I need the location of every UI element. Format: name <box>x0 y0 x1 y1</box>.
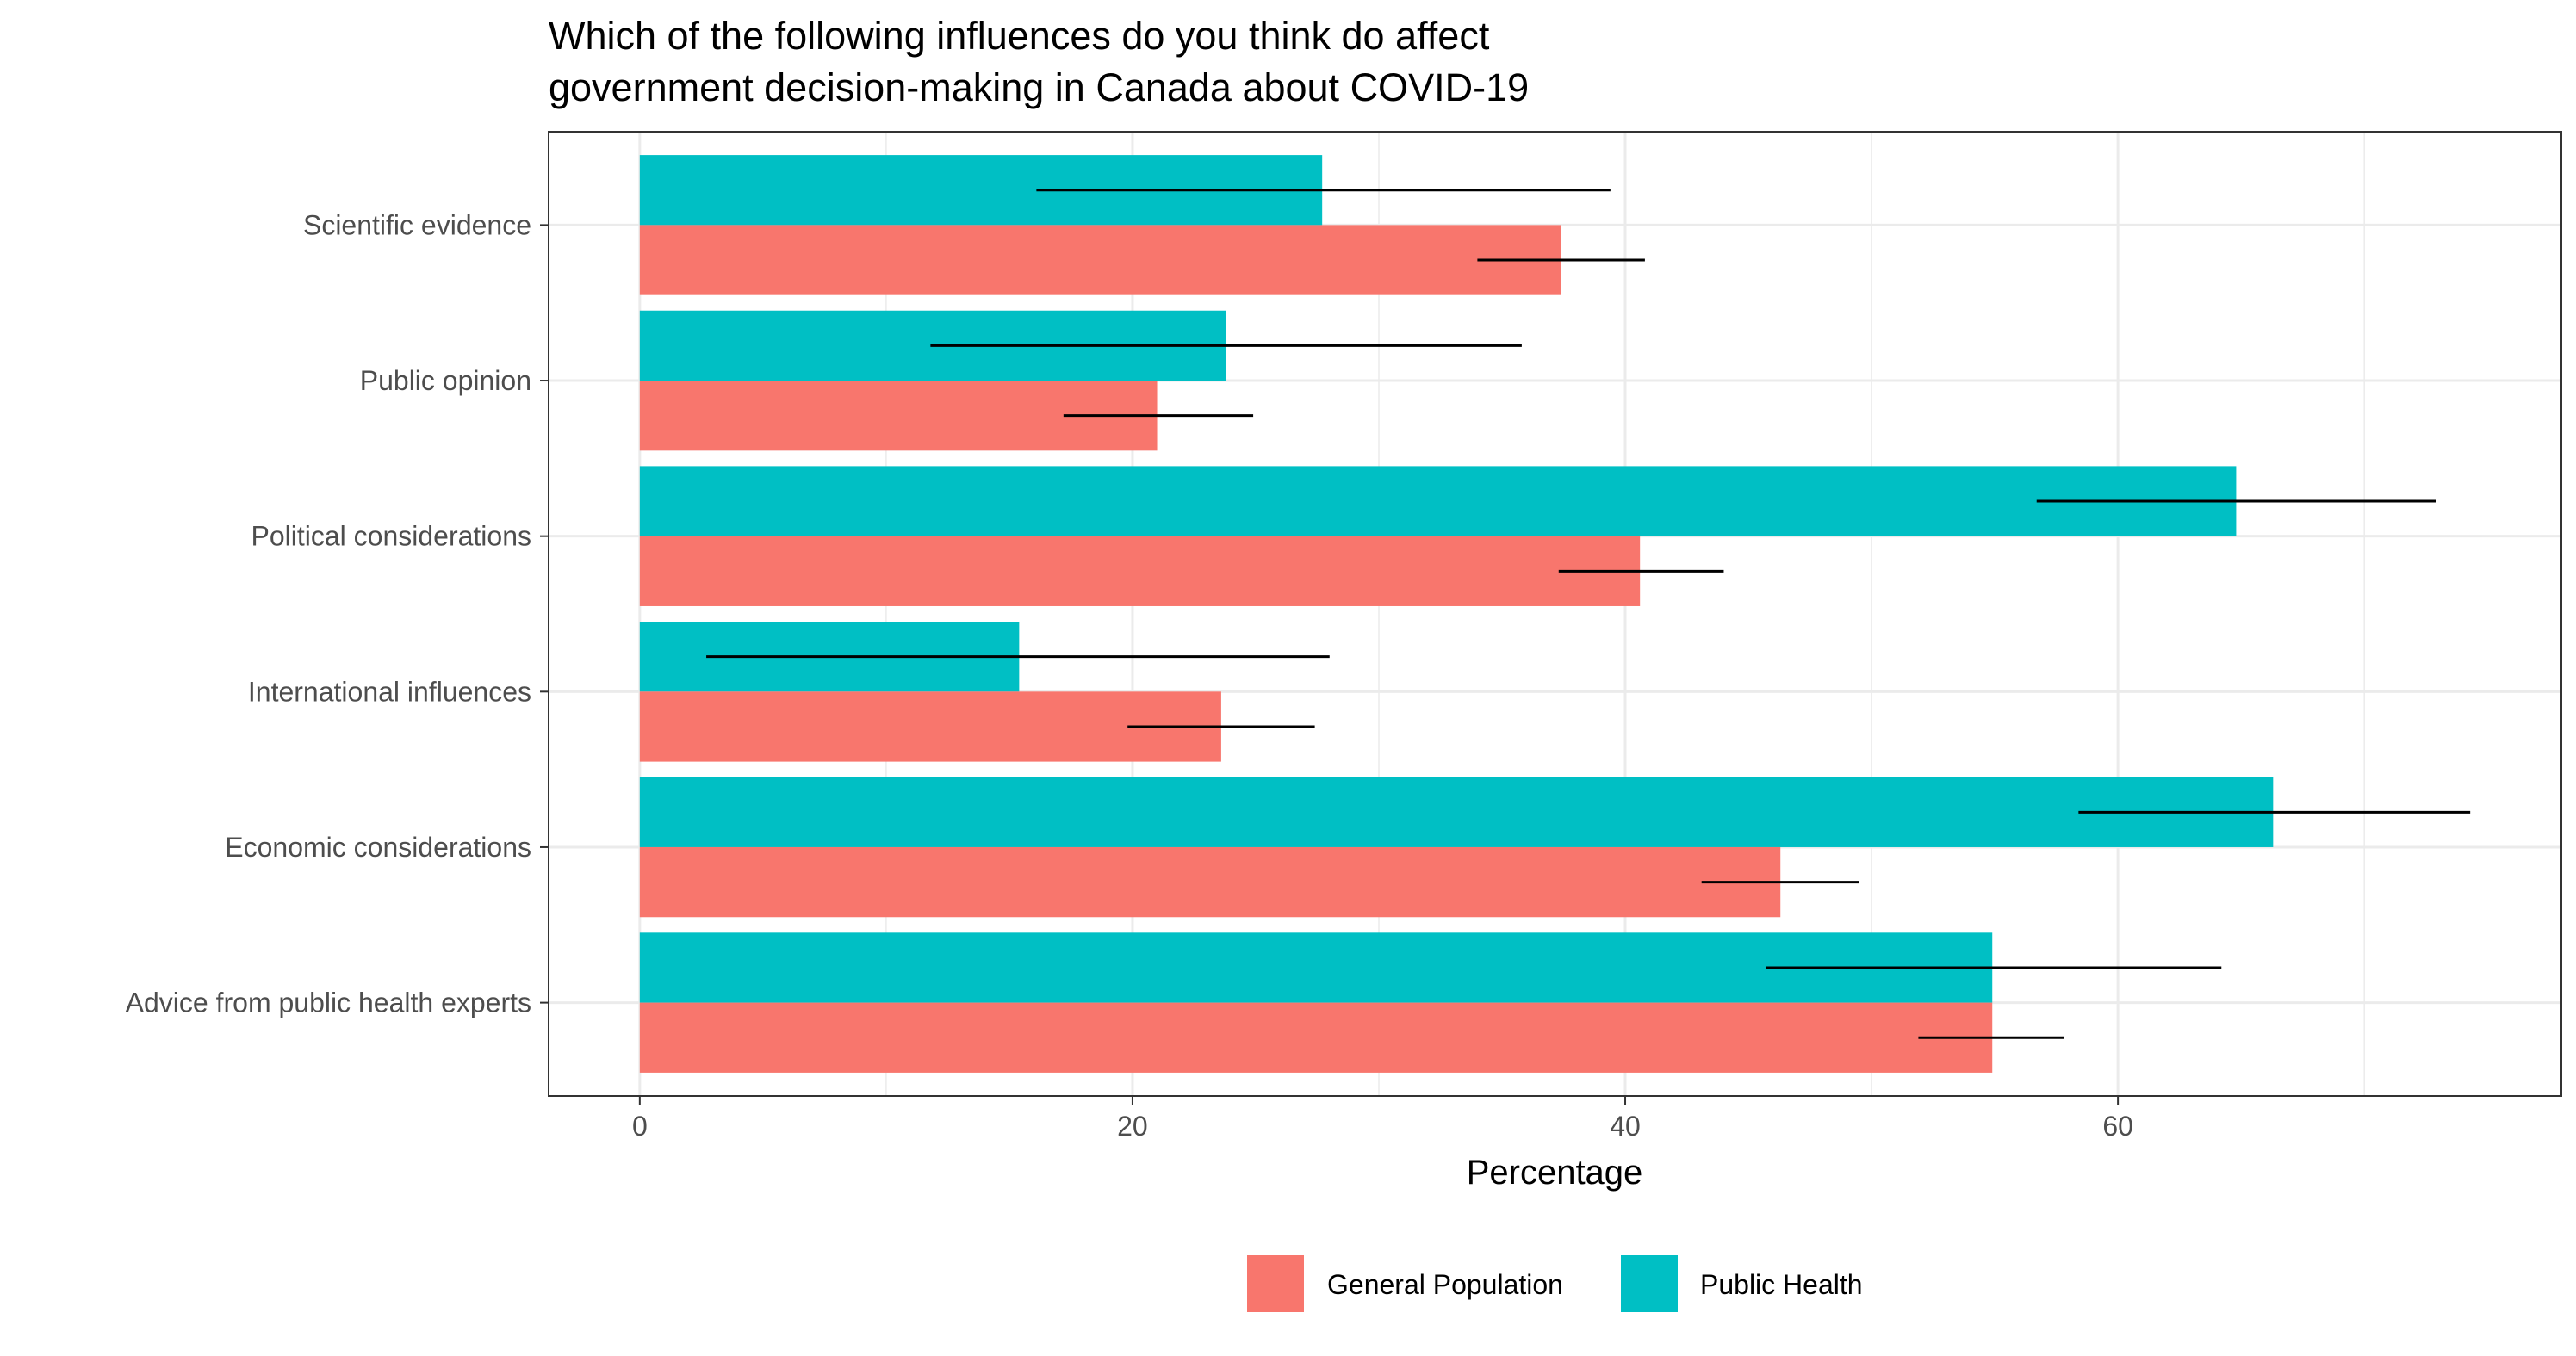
x-tick-label: 40 <box>1610 1111 1641 1142</box>
category-label: Political considerations <box>251 521 532 552</box>
bar-general-population <box>639 536 1641 606</box>
bar-public-health <box>639 466 2237 536</box>
legend-key <box>1621 1255 1678 1312</box>
legend-key <box>1247 1255 1304 1312</box>
bar-general-population <box>639 846 1781 918</box>
category-label: Public opinion <box>360 365 531 396</box>
plot-panel-border <box>548 131 2562 1097</box>
x-axis: 0 20 40 60 <box>632 1096 2133 1142</box>
x-axis-title: Percentage <box>1467 1154 1643 1192</box>
bar-general-population <box>639 225 1561 295</box>
category-label: Advice from public health experts <box>126 988 531 1019</box>
chart-title-line-1: Which of the following influences do you… <box>549 14 1490 58</box>
x-tick-label: 20 <box>1117 1111 1148 1142</box>
x-tick-label: 0 <box>632 1111 648 1142</box>
y-axis: Scientific evidence Public opinion Politic… <box>126 209 549 1019</box>
chart-title-line-2: government decision-making in Canada abo… <box>549 65 1529 109</box>
category-label: International influences <box>248 676 531 707</box>
bar-public-health <box>639 777 2274 847</box>
legend-label: Public Health <box>1700 1269 1863 1300</box>
error-bars <box>706 189 2471 1039</box>
bar-general-population <box>639 1002 1993 1073</box>
category-label: Scientific evidence <box>303 209 531 240</box>
category-label: Economic considerations <box>225 832 531 863</box>
legend-label: General Population <box>1327 1269 1563 1300</box>
legend: General Population Public Health <box>1247 1255 1863 1312</box>
x-tick-label: 60 <box>2102 1111 2133 1142</box>
bar-general-population <box>639 691 1221 762</box>
